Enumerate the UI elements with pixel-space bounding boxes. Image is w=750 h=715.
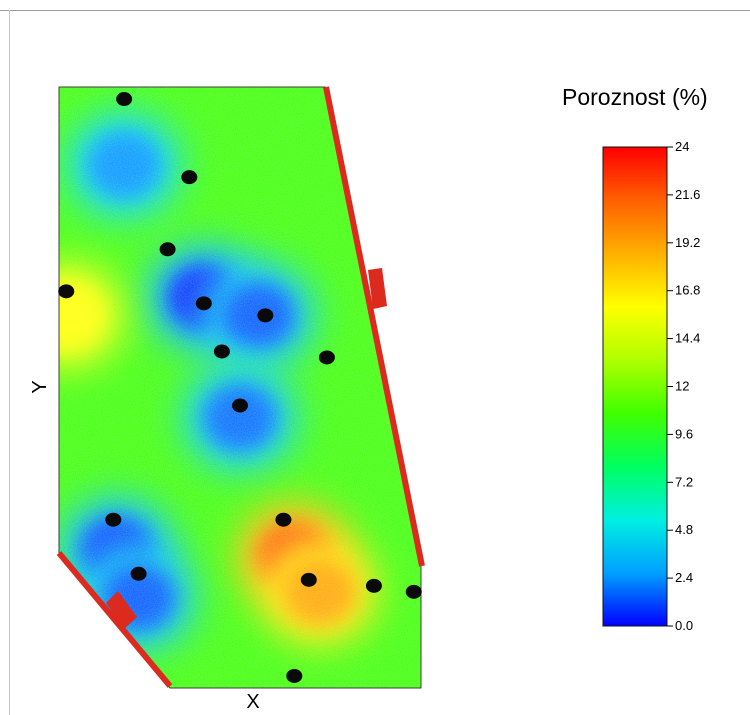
colorbar-tick-label: 14.4 <box>675 331 700 346</box>
well-marker <box>232 398 248 413</box>
colorbar-tick-label: 9.6 <box>675 426 693 441</box>
colorbar-title: Poroznost (%) <box>562 84 708 110</box>
well-marker <box>405 584 422 599</box>
x-axis-label: X <box>246 691 259 713</box>
well-marker <box>300 572 317 587</box>
colorbar-tick-label: 12 <box>675 379 689 394</box>
well-marker <box>159 242 176 257</box>
colorbar-tick-label: 16.8 <box>675 283 700 298</box>
colorbar-tick-label: 0.0 <box>675 618 693 633</box>
well-marker <box>58 284 75 299</box>
fault-line-east <box>323 86 425 567</box>
well-marker <box>213 344 230 359</box>
well-marker <box>275 512 292 527</box>
porosity-map <box>59 87 421 688</box>
fault-lines <box>56 86 425 688</box>
colorbar-ticks: 24 21.6 19.2 16.8 14.4 12 9.6 7.2 4.8 2.4 0.0 <box>667 139 700 633</box>
fault-line-southwest <box>56 551 173 688</box>
well-marker <box>195 296 212 311</box>
colorbar-tick-label: 4.8 <box>675 522 693 537</box>
colorbar-tick-label: 7.2 <box>675 474 693 489</box>
colorbar-tick-label: 2.4 <box>675 570 693 585</box>
well-marker <box>318 350 335 365</box>
fault-tick-southwest <box>106 591 137 629</box>
y-axis-label: Y <box>29 380 51 393</box>
fault-tick-east <box>368 268 387 309</box>
figure-left-border <box>9 10 10 715</box>
figure-top-border <box>0 10 750 11</box>
colorbar-tick-label: 19.2 <box>675 235 700 250</box>
well-markers <box>58 92 422 683</box>
well-marker <box>130 566 147 581</box>
colorbar-tick-label: 24 <box>675 139 689 154</box>
well-marker <box>116 92 133 107</box>
well-marker <box>181 170 198 185</box>
colorbar <box>602 146 668 627</box>
colorbar-tick-label: 21.6 <box>675 187 700 202</box>
well-marker <box>105 512 122 527</box>
well-marker <box>286 668 303 683</box>
well-marker <box>365 578 382 593</box>
well-marker <box>257 308 274 323</box>
